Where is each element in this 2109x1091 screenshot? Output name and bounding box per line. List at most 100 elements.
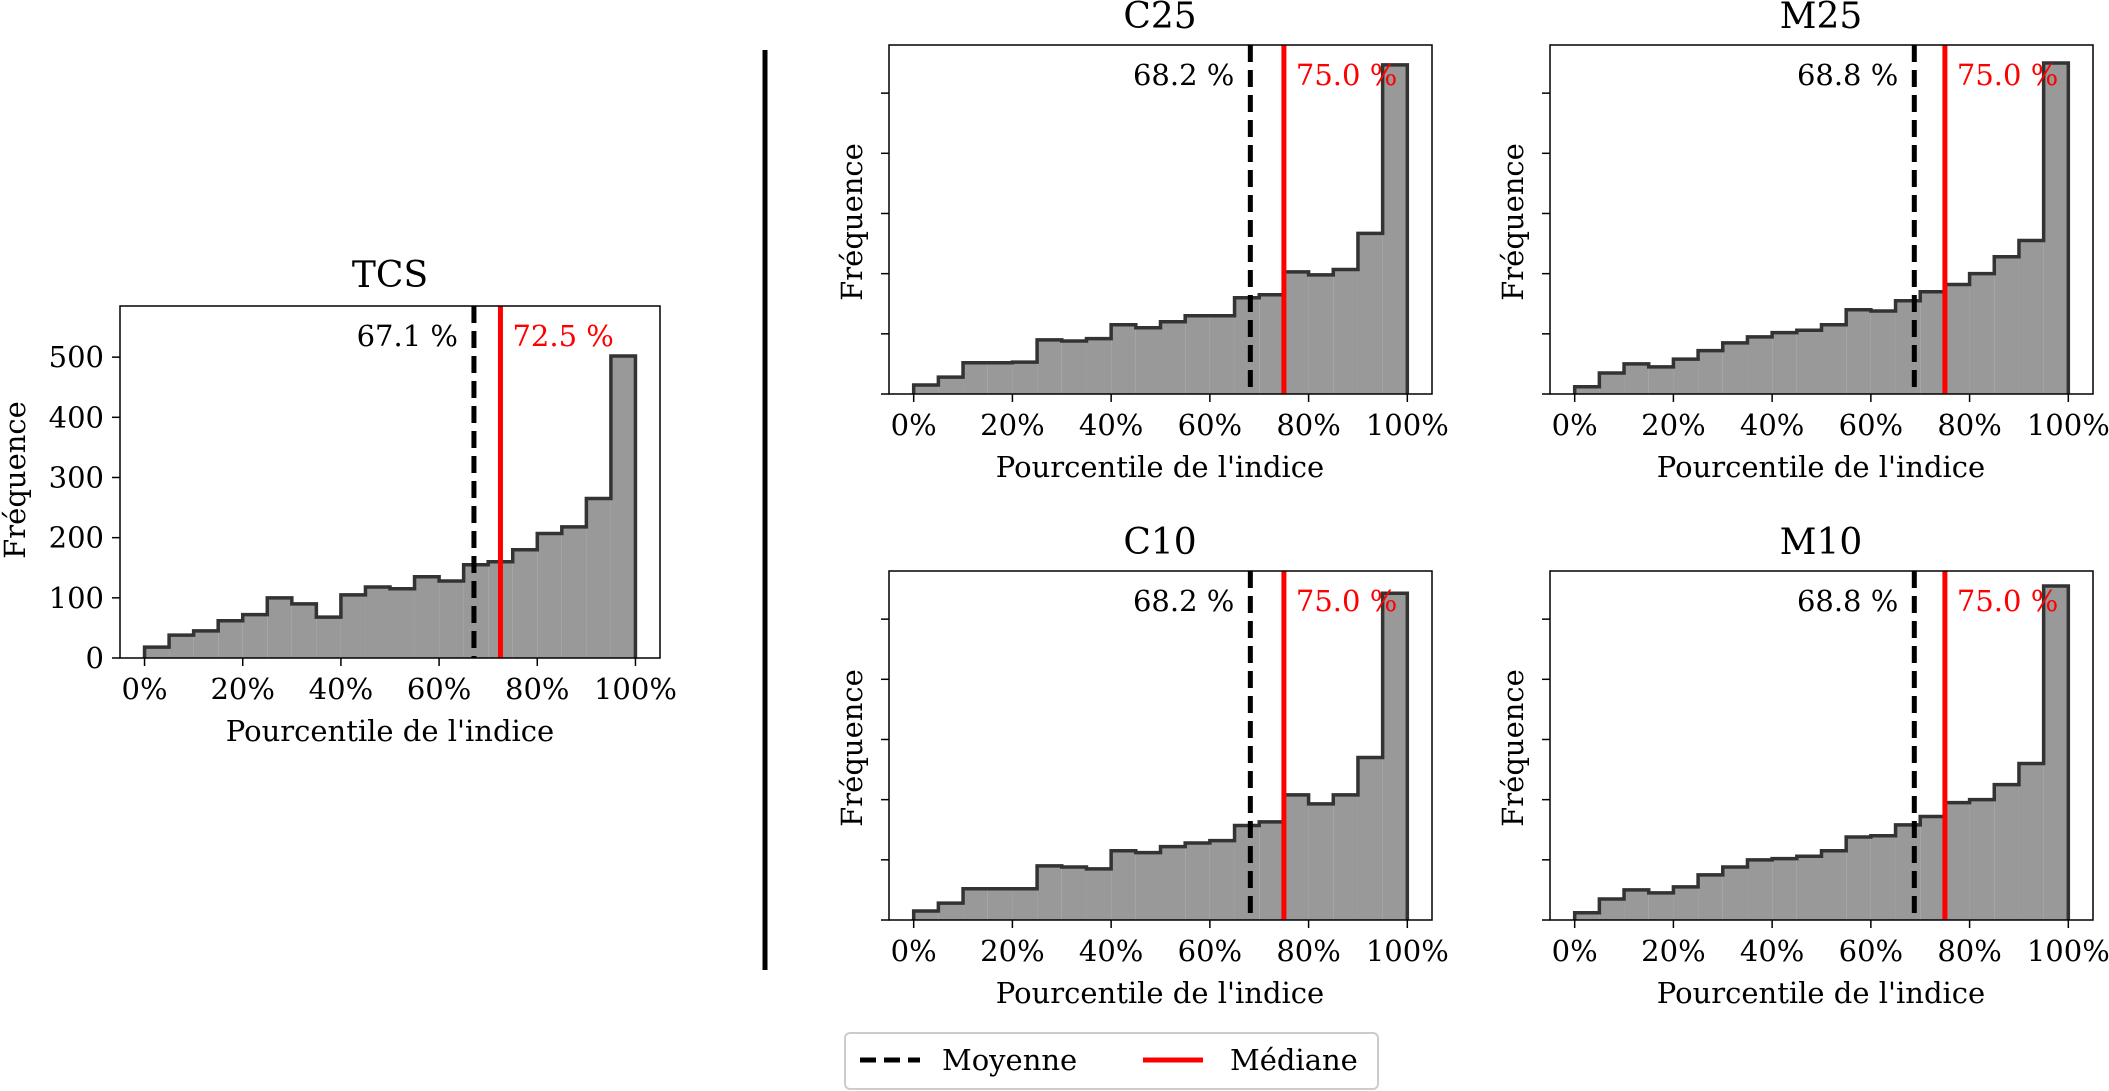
legend-median-label: Médiane [1230,1043,1358,1077]
y-axis-label-m25: Fréquence [1496,143,1530,301]
mean-annotation-m25: 68.8 % [1797,58,1898,92]
histogram-bar-c10 [1061,867,1087,920]
mean-annotation-m10: 68.8 % [1797,584,1898,618]
histogram-bar-m10 [1870,835,1896,920]
histogram-bar-m10 [1994,784,2019,920]
x-tick-label-m25: 60% [1839,408,1903,442]
plot-area-m25: 68.8 % 75.0 % 0% 20% 40% 60% 80% 100% [1542,44,2109,442]
histogram-bar-c10 [1209,840,1235,920]
x-axis-label-m25: Pourcentile de l'indice [1657,450,1985,484]
x-tick-label-m25: 100% [2027,408,2109,442]
histogram-bar-m10 [1821,850,1847,920]
histogram-bar-m25 [1821,324,1847,394]
histogram-bar-c10 [1333,794,1358,920]
panel-m25: 68.8 % 75.0 % 0% 20% 40% 60% 80% 100% M25 Pourc… [1496,0,2109,484]
histogram-bar-tcs [316,617,341,658]
chart-title-tcs: TCS [352,255,428,296]
x-tick-label-c10: 80% [1276,934,1340,968]
histogram-bar-tcs [537,533,562,658]
x-tick-label-m10: 20% [1641,934,1705,968]
panel-m10: 68.8 % 75.0 % 0% 20% 40% 60% 80% 100% M10 Pourc… [1496,522,2109,1010]
histogram-bar-tcs [561,526,587,658]
histogram-bar-m10 [1944,802,1970,920]
histogram-bar-tcs [365,586,390,658]
panel-c10: 68.2 % 75.0 % 0% 20% 40% 60% 80% 100% C10 Pourc… [835,522,1449,1010]
histogram-bar-m10 [2043,586,2069,920]
histogram-bar-m25 [1994,256,2019,394]
histogram-bar-c25 [1012,362,1038,394]
x-tick-label-c10: 100% [1366,934,1449,968]
median-annotation-c10: 75.0 % [1296,584,1397,618]
y-axis-label-tcs: Fréquence [0,401,32,559]
x-tick-label-c25: 60% [1178,408,1242,442]
x-tick-label-c25: 0% [891,408,937,442]
histogram-outline-m25 [1572,61,2071,394]
histogram-bar-m25 [1574,386,1600,394]
x-tick-label-tcs: 100% [594,672,677,706]
histogram-bar-m10 [1722,867,1748,920]
x-tick-label-c25: 40% [1079,408,1143,442]
axes-frame-m10 [1549,570,2094,921]
histogram-bar-m25 [1722,342,1748,394]
histogram-bar-c10 [1259,821,1284,920]
histogram-bar-m10 [1698,874,1723,920]
axes-frame-m25 [1549,44,2094,395]
legend: Moyenne Médiane [844,1032,1379,1090]
histogram-bar-c25 [1283,271,1309,394]
plot-area-c10: 68.2 % 75.0 % 0% 20% 40% 60% 80% 100% [881,570,1449,968]
histogram-bar-m10 [1747,859,1773,920]
x-tick-label-c10: 20% [980,934,1044,968]
y-tick-label-tcs: 500 [49,340,104,374]
histogram-bar-m25 [1969,273,1995,394]
x-tick-label-m10: 60% [1839,934,1903,968]
histogram-bar-tcs [439,580,464,658]
x-tick-label-tcs: 20% [210,672,274,706]
mean-annotation-c10: 68.2 % [1133,584,1234,618]
histogram-bar-m25 [1599,372,1625,394]
x-tick-label-tcs: 40% [309,672,373,706]
histogram-bar-tcs [586,498,611,658]
histogram-bar-m10 [1673,886,1699,920]
histogram-bar-c25 [1382,64,1408,394]
y-tick-label-tcs: 100 [49,581,104,615]
plot-area-tcs: 67.1 % 72.5 % 0% 20% 40% 60% 80% 100% 0 100 200 300… [49,305,677,706]
histogram-bar-m25 [1796,330,1822,394]
histogram-bar-m10 [2018,763,2044,920]
histogram-bar-c25 [1037,339,1062,394]
mean-annotation-tcs: 67.1 % [357,319,458,353]
legend-mean-label: Moyenne [942,1043,1077,1077]
histogram-outline-tcs [142,354,638,658]
histogram-bar-m10 [1574,912,1600,920]
median-annotation-m10: 75.0 % [1957,584,2058,618]
histogram-outline-m10 [1572,584,2071,920]
histogram-bar-c10 [1308,803,1334,920]
histogram-bar-c10 [987,888,1013,920]
histogram-bar-c25 [913,384,939,394]
x-tick-label-m10: 100% [2027,934,2109,968]
histogram-bar-c10 [1234,825,1260,920]
y-tick-label-tcs: 400 [49,400,104,434]
histogram-bar-c10 [1086,868,1112,920]
x-tick-label-c25: 20% [980,408,1044,442]
histogram-bar-c10 [938,903,964,920]
histogram-bar-m25 [1870,310,1896,394]
histogram-bar-tcs [193,630,219,658]
chart-title-m10: M10 [1780,522,1863,563]
histogram-bar-m10 [1772,858,1797,920]
x-axis-label-m10: Pourcentile de l'indice [1657,976,1985,1010]
histogram-bar-m25 [1624,363,1649,394]
histogram-outline-c25 [911,63,1410,394]
x-tick-label-tcs: 80% [505,672,569,706]
histogram-bar-tcs [610,355,636,658]
histogram-bar-m25 [1772,332,1797,394]
histogram-bar-tcs [144,647,170,658]
x-axis-label-c10: Pourcentile de l'indice [996,976,1324,1010]
histogram-bar-c10 [1111,850,1136,920]
x-tick-label-m25: 40% [1740,408,1804,442]
y-axis-label-c25: Fréquence [835,143,869,301]
axes-frame-tcs [119,305,661,659]
histogram-bar-c25 [1111,324,1136,394]
histogram-bar-m25 [1673,359,1699,394]
histogram-bar-tcs [242,614,268,658]
histogram-bar-m25 [1846,309,1871,394]
